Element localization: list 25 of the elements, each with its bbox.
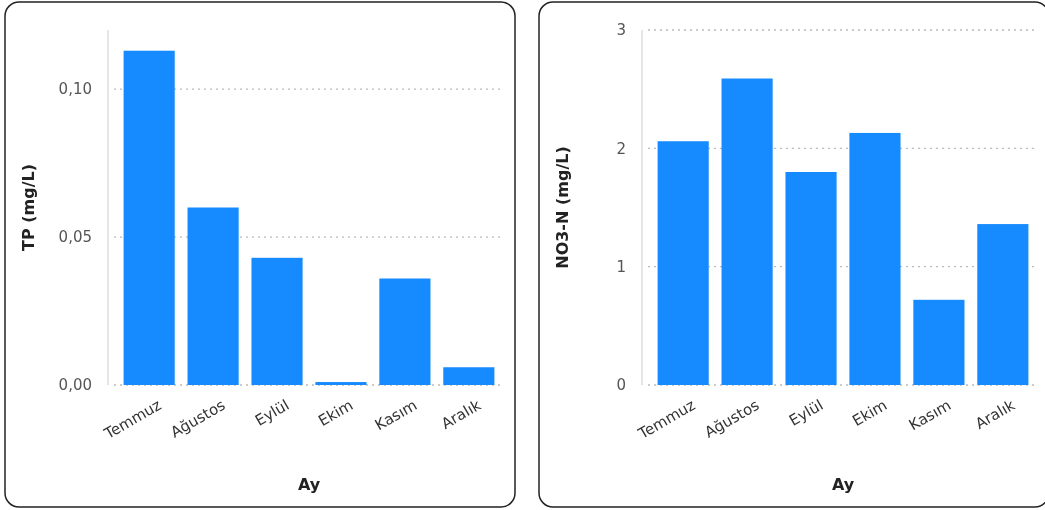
y-tick-label: 2 — [616, 139, 626, 158]
y-tick-label: 0,05 — [58, 228, 92, 247]
x-axis-title: Ay — [831, 475, 855, 494]
bar — [785, 172, 837, 385]
y-axis-title: TP (mg/L) — [19, 164, 38, 251]
bar — [849, 132, 901, 385]
y-axis-title: NO3-N (mg/L) — [553, 146, 572, 269]
x-tick-label: Ekim — [849, 395, 891, 431]
x-tick-label: Ekim — [315, 395, 357, 431]
bar — [251, 257, 303, 385]
bar — [315, 382, 367, 385]
bar — [913, 299, 965, 385]
y-tick-label: 3 — [616, 21, 626, 40]
bar — [123, 50, 175, 385]
y-tick-label: 0 — [616, 376, 626, 395]
bar — [977, 224, 1029, 385]
x-axis-title: Ay — [297, 475, 321, 494]
bar — [379, 278, 431, 385]
y-tick-label: 0,10 — [58, 80, 92, 99]
bar — [721, 78, 773, 385]
y-tick-label: 0,00 — [58, 376, 92, 395]
bar — [657, 141, 709, 385]
y-tick-label: 1 — [616, 257, 626, 276]
bar — [187, 207, 239, 385]
bar — [443, 367, 495, 385]
